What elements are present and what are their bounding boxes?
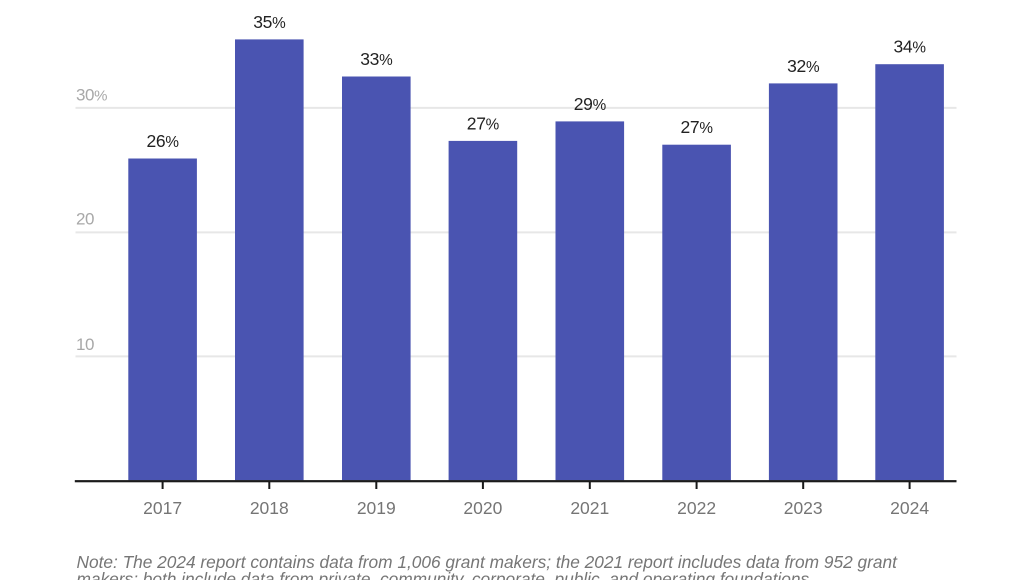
svg-text:33%: 33% bbox=[360, 49, 393, 69]
svg-text:2024: 2024 bbox=[890, 498, 929, 518]
svg-text:2018: 2018 bbox=[250, 498, 289, 518]
svg-text:2022: 2022 bbox=[677, 498, 716, 518]
svg-text:34%: 34% bbox=[894, 37, 927, 57]
svg-text:27%: 27% bbox=[681, 117, 714, 137]
svg-text:29%: 29% bbox=[574, 94, 607, 114]
svg-text:26%: 26% bbox=[147, 131, 180, 151]
svg-text:32%: 32% bbox=[787, 56, 820, 76]
svg-text:2019: 2019 bbox=[357, 498, 396, 518]
svg-text:35%: 35% bbox=[253, 12, 286, 32]
svg-text:Note: The 2024 report contains: Note: The 2024 report contains data from… bbox=[77, 552, 899, 572]
svg-text:27%: 27% bbox=[467, 113, 500, 133]
svg-text:2021: 2021 bbox=[570, 498, 609, 518]
svg-text:2020: 2020 bbox=[463, 498, 502, 518]
svg-text:10: 10 bbox=[76, 335, 94, 354]
svg-text:20: 20 bbox=[76, 210, 94, 229]
svg-text:makers; both include data from: makers; both include data from private, … bbox=[77, 569, 814, 580]
svg-text:2017: 2017 bbox=[143, 498, 182, 518]
svg-text:2023: 2023 bbox=[784, 498, 823, 518]
svg-text:30%: 30% bbox=[76, 86, 107, 105]
